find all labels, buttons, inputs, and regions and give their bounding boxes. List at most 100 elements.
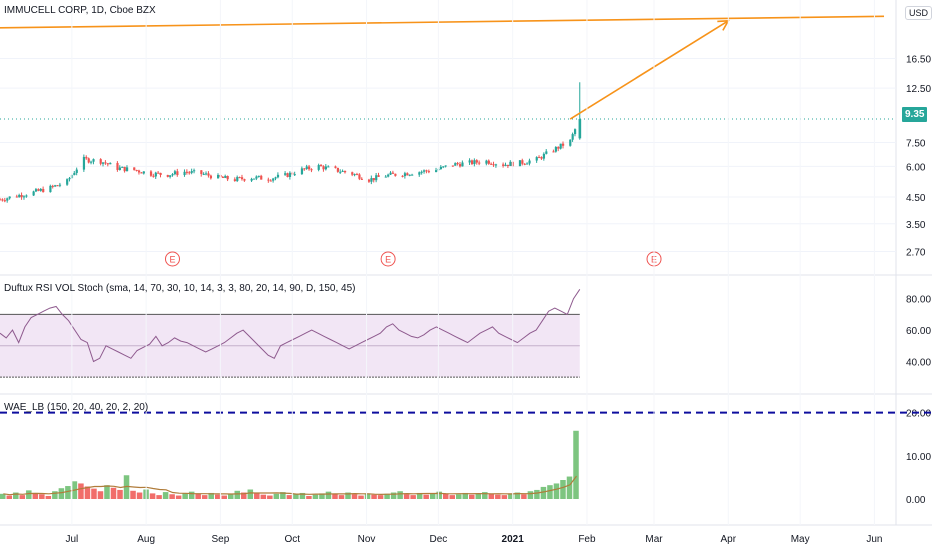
candle-body (159, 172, 162, 175)
wae-histogram-bar (97, 491, 104, 499)
wae-histogram-bar (397, 491, 403, 499)
wae-histogram-bar (364, 493, 371, 499)
candle-body (540, 157, 543, 159)
candle-body (456, 163, 459, 165)
candle-body (82, 156, 86, 170)
wae-histogram-bar (260, 494, 267, 499)
candle-body (394, 173, 397, 176)
candle-body (185, 171, 189, 173)
earnings-marker-label: E (385, 255, 391, 265)
wae-histogram-bar (188, 491, 195, 499)
candle-body (226, 175, 229, 180)
candle-body (135, 169, 138, 171)
candle-body (269, 180, 272, 182)
candle-body (276, 174, 280, 178)
candle-body (106, 163, 110, 165)
candle-body (478, 162, 481, 164)
price-tick-label: 6.00 (906, 162, 926, 173)
candle-body (451, 165, 454, 167)
wae-histogram-bar (469, 494, 475, 499)
candle-body (252, 178, 256, 180)
wae-histogram-bar (410, 495, 416, 499)
wae-histogram-bar (149, 493, 156, 499)
candle-body (73, 172, 76, 176)
rsi-tick-label: 40.00 (906, 357, 931, 368)
wae-histogram-bar (475, 493, 482, 499)
wae-histogram-bar (377, 495, 384, 499)
candle-body (193, 170, 196, 172)
candle-body (236, 177, 239, 181)
wae-histogram-bar (247, 489, 254, 499)
candle-body (458, 164, 462, 167)
wae-histogram-bar (208, 492, 214, 499)
candle-body (372, 178, 375, 181)
candle-body (123, 166, 126, 172)
candle-body (274, 177, 277, 179)
wae-histogram-bar (299, 492, 306, 499)
wae-histogram-bar (332, 493, 338, 499)
rsi-indicator-title[interactable]: Duftux RSI VOL Stoch (sma, 14, 70, 30, 1… (4, 283, 356, 294)
candle-body (34, 189, 38, 192)
candle-body (487, 160, 490, 164)
candle-body (56, 185, 59, 187)
candle-body (411, 174, 414, 176)
time-tick-label: Feb (578, 534, 596, 545)
candle-body (142, 171, 145, 174)
candle-body (85, 156, 88, 159)
candle-body (243, 179, 246, 181)
candle-body (87, 158, 90, 163)
wae-histogram-bar (13, 492, 19, 499)
candle-body (286, 173, 289, 177)
wae-histogram-bar (26, 490, 32, 499)
candle-body (284, 173, 287, 175)
candle-body (317, 165, 320, 170)
time-tick-label: Oct (284, 534, 300, 545)
wae-histogram-bar (573, 430, 579, 499)
main-chart-title: IMMUCELL CORP, 1D, Cboe BZX (4, 5, 156, 16)
wae-tick-label: 0.00 (906, 495, 926, 506)
wae-histogram-bar (436, 491, 442, 499)
time-tick-label: May (791, 534, 810, 545)
candle-body (288, 172, 292, 177)
candle-body (341, 170, 344, 172)
candle-body (137, 170, 141, 173)
candle-body (444, 165, 447, 167)
candle-body (387, 174, 390, 177)
wae-histogram-bar (312, 494, 319, 499)
time-tick-label: Jun (866, 534, 882, 545)
candle-body (176, 171, 179, 176)
candle-body (305, 166, 308, 169)
wae-histogram-bar (78, 483, 84, 499)
candle-body (473, 160, 476, 165)
candle-body (238, 177, 241, 179)
wae-indicator-title[interactable]: WAE_LB (150, 20, 40, 20, 2, 20) (4, 402, 149, 413)
price-tick-label: 4.50 (906, 193, 926, 204)
wae-histogram-bar (534, 489, 540, 499)
rsi-tick-label: 60.00 (906, 326, 931, 337)
time-tick-label: Aug (137, 534, 155, 545)
candle-body (140, 172, 143, 174)
candle-body (367, 179, 371, 182)
wae-histogram-bar (221, 495, 227, 499)
candle-body (272, 178, 275, 181)
candle-body (257, 175, 260, 177)
candle-body (152, 175, 155, 177)
currency-selector[interactable]: USD (905, 6, 932, 20)
wae-histogram-bar (455, 494, 462, 499)
wae-histogram-bar (319, 493, 325, 499)
candle-body (267, 179, 270, 181)
candle-body (470, 160, 474, 165)
candle-body (561, 143, 565, 146)
price-tick-label: 16.50 (906, 54, 931, 65)
candle-body (300, 168, 304, 175)
candle-body (293, 174, 296, 176)
candle-body (521, 160, 524, 164)
candle-body (559, 143, 562, 149)
candle-body (0, 199, 2, 201)
wae-histogram-bar (566, 476, 573, 499)
wae-histogram-bar (130, 490, 136, 499)
candle-body (423, 170, 426, 172)
candle-body (523, 163, 526, 165)
